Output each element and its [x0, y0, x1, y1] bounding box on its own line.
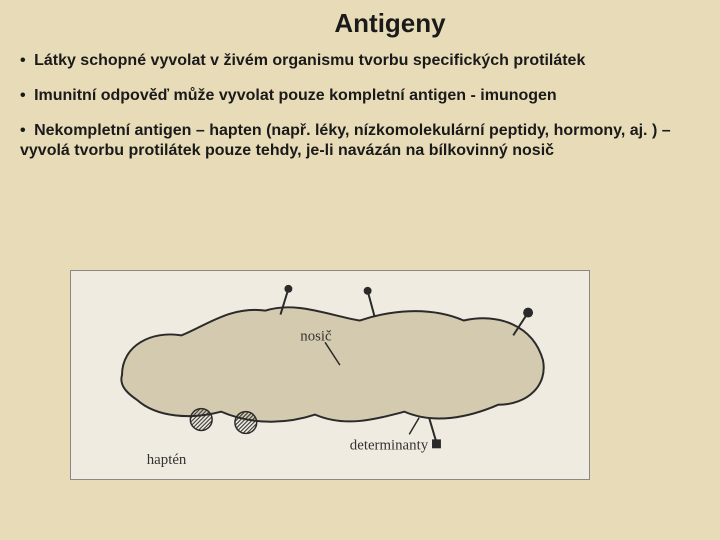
bullet-item: • Látky schopné vyvolat v živém organism… [20, 51, 700, 72]
carrier-label: nosič [300, 328, 332, 344]
determinant-dot [284, 285, 292, 293]
bullet-marker: • [20, 52, 26, 69]
bullet-text: Nekompletní antigen – hapten (např. léky… [20, 122, 671, 160]
bullet-text: Imunitní odpověď může vyvolat pouze komp… [34, 87, 557, 104]
determinant-stalk [368, 291, 375, 317]
determinant-dot [364, 287, 372, 295]
diagram-svg: nosič haptén determinanty [71, 271, 589, 479]
bullet-marker: • [20, 87, 26, 104]
bullet-item: • Imunitní odpověď může vyvolat pouze ko… [20, 86, 700, 107]
bullet-list: • Látky schopné vyvolat v živém organism… [0, 51, 720, 162]
determinant-dot [523, 308, 533, 318]
hapten-label: haptén [147, 452, 187, 468]
determinant-label-line [409, 418, 419, 435]
bullet-item: • Nekompletní antigen – hapten (např. lé… [20, 121, 700, 163]
antigen-diagram: nosič haptén determinanty [70, 270, 590, 480]
carrier-blob [121, 307, 543, 421]
bullet-text: Látky schopné vyvolat v živém organismu … [34, 52, 585, 69]
page-title: Antigeny [0, 0, 720, 51]
hapten-circle [235, 412, 257, 434]
bullet-marker: • [20, 122, 26, 139]
hapten-circle [190, 409, 212, 431]
determinant-square [432, 439, 441, 448]
determinants-label: determinanty [350, 437, 429, 453]
